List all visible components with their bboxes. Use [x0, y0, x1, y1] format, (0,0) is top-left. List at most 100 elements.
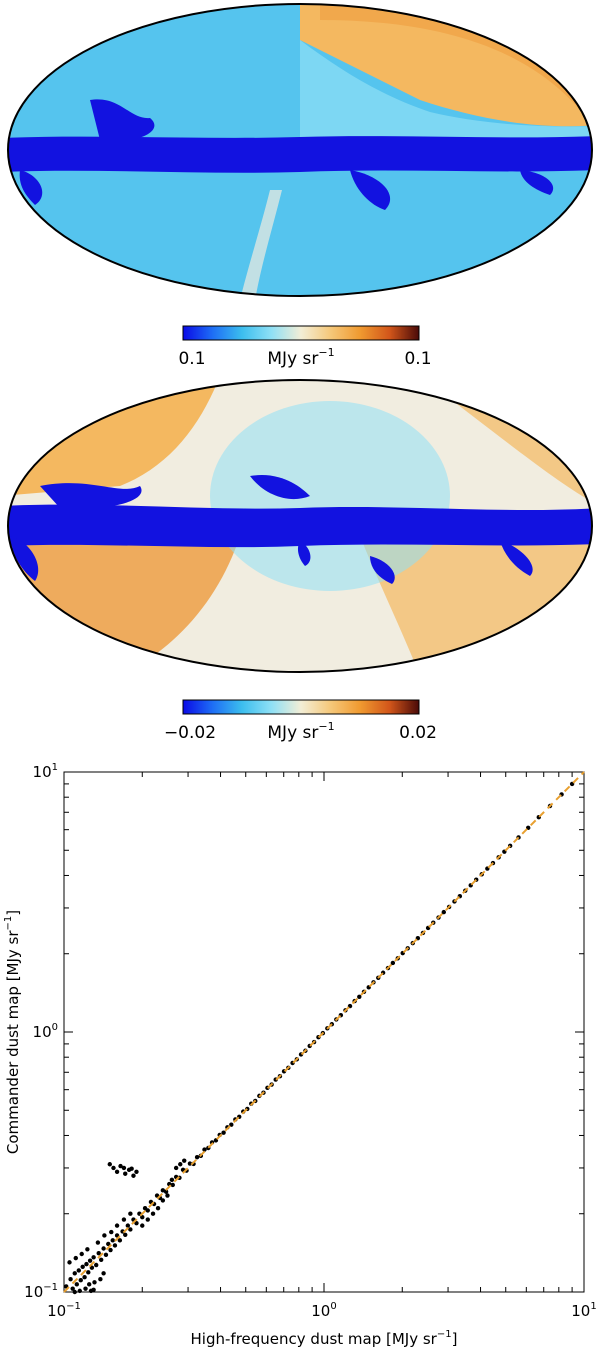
- colorbar-top-max-label: 0.1: [404, 349, 431, 368]
- dust-map-top-content: [8, 4, 592, 296]
- x-tick-label: 101: [571, 1301, 596, 1320]
- scatter-point: [70, 1286, 75, 1291]
- scatter-point: [95, 1240, 101, 1245]
- scatter-point: [101, 1271, 106, 1276]
- scatter-point: [221, 1130, 226, 1135]
- scatter-point: [173, 1165, 179, 1171]
- scatter-point: [82, 1275, 87, 1280]
- scatter-plot-panel: 10−1 100 101 10−1 100 101 High-frequency dust…: [0, 752, 600, 1352]
- scatter-point: [128, 1211, 133, 1216]
- scatter-point: [78, 1278, 83, 1283]
- scatter-point: [134, 1220, 139, 1226]
- colorbar-top-gradient: [182, 325, 420, 341]
- scatter-point: [72, 1289, 77, 1295]
- scatter-point: [96, 1251, 101, 1256]
- scatter-point: [145, 1208, 150, 1213]
- scatter-point: [178, 1162, 183, 1167]
- scatter-point: [88, 1288, 94, 1294]
- scatter-point: [101, 1246, 106, 1251]
- y-tick-label: 10−1: [24, 1282, 58, 1301]
- scatter-point: [74, 1282, 79, 1287]
- scatter-point: [165, 1193, 170, 1198]
- scatter-point: [390, 960, 396, 966]
- scatter-point: [202, 1147, 207, 1152]
- scatter-point: [134, 1169, 139, 1174]
- scatter-point: [109, 1229, 114, 1235]
- scatter-point: [129, 1166, 134, 1171]
- scatter-point: [110, 1238, 115, 1243]
- scatter-point: [77, 1288, 82, 1294]
- scatter-point: [79, 1251, 84, 1257]
- scatter-point: [92, 1280, 97, 1285]
- colorbar-difference-gradient: [182, 699, 420, 715]
- colorbar-difference-min-label: −0.02: [164, 723, 216, 742]
- scatter-point: [91, 1255, 96, 1260]
- dust-map-difference-content: [8, 380, 592, 672]
- scatter-point: [229, 1122, 234, 1127]
- scatter-point: [114, 1169, 120, 1174]
- scatter-plot: 10−1 100 101 10−1 100 101 High-frequency dust…: [3, 762, 597, 1348]
- scatter-point: [121, 1165, 127, 1171]
- scatter-point: [84, 1261, 89, 1267]
- y-tick-label: 100: [33, 1022, 58, 1041]
- scatter-point: [106, 1241, 111, 1247]
- scatter-point: [98, 1257, 104, 1262]
- scatter-point: [112, 1243, 118, 1248]
- colorbar-top-min-label: 0.1: [178, 349, 205, 368]
- colorbar-difference-max-label: 0.02: [399, 723, 437, 742]
- scatter-point: [131, 1173, 136, 1178]
- colorbar-top-unit-label: MJy sr−1: [267, 346, 334, 368]
- scatter-point: [128, 1227, 133, 1232]
- scatter-point: [194, 1154, 200, 1160]
- scatter-point: [103, 1252, 109, 1258]
- scatter-point: [150, 1211, 156, 1216]
- scatter-point: [86, 1270, 91, 1275]
- scatter-point: [87, 1258, 93, 1263]
- scatter-point: [169, 1177, 175, 1183]
- colorbar-difference: −0.02 MJy sr−1 0.02: [164, 699, 437, 742]
- x-tick-label: 100: [311, 1301, 336, 1320]
- scatter-point: [118, 1163, 123, 1169]
- scatter-point: [76, 1268, 81, 1273]
- scatter-point: [107, 1162, 112, 1167]
- scatter-point: [85, 1247, 90, 1252]
- scatter-point: [170, 1182, 175, 1188]
- scatter-point: [108, 1247, 113, 1253]
- scatter-point: [441, 909, 446, 915]
- x-axis-label: High-frequency dust map [MJy sr−1]: [191, 1329, 458, 1348]
- scatter-point: [67, 1260, 72, 1265]
- y-tick-label: 101: [33, 762, 58, 781]
- scatter-point: [68, 1277, 73, 1282]
- y-axis-label: Commander dust map [MJy sr−1]: [3, 910, 22, 1154]
- scatter-point: [117, 1238, 123, 1243]
- scatter-point: [145, 1217, 150, 1222]
- scatter-point: [123, 1171, 128, 1176]
- x-tick-label: 10−1: [47, 1301, 81, 1320]
- one-to-one-reference-line: [63, 771, 585, 1293]
- dust-map-difference: [7, 379, 593, 673]
- scatter-point: [114, 1223, 120, 1228]
- scatter-point: [357, 994, 362, 999]
- colorbar-top: 0.1 MJy sr−1 0.1: [178, 325, 432, 368]
- scatter-point: [155, 1206, 161, 1211]
- colorbar-difference-unit-label: MJy sr−1: [267, 720, 334, 742]
- scatter-point: [94, 1262, 99, 1268]
- scatter-point: [86, 1282, 92, 1287]
- scatter-point: [123, 1232, 128, 1237]
- scatter-point: [187, 1161, 193, 1166]
- scatter-point: [73, 1255, 78, 1261]
- scatter-point: [98, 1277, 103, 1282]
- scatter-point: [102, 1233, 107, 1238]
- scatter-point: [163, 1189, 169, 1194]
- scatter-point: [111, 1165, 116, 1171]
- tick-labels: 10−1 100 101 10−1 100 101: [24, 762, 597, 1320]
- axis-ticks: [63, 772, 584, 1293]
- scatter-point: [125, 1223, 131, 1228]
- scatter-point: [83, 1286, 88, 1291]
- dust-map-top: [7, 3, 593, 297]
- scatter-point: [160, 1198, 166, 1203]
- scatter-point: [182, 1158, 187, 1163]
- scatter-point: [72, 1271, 77, 1276]
- scatter-point: [121, 1217, 127, 1222]
- scatter-point: [80, 1264, 85, 1270]
